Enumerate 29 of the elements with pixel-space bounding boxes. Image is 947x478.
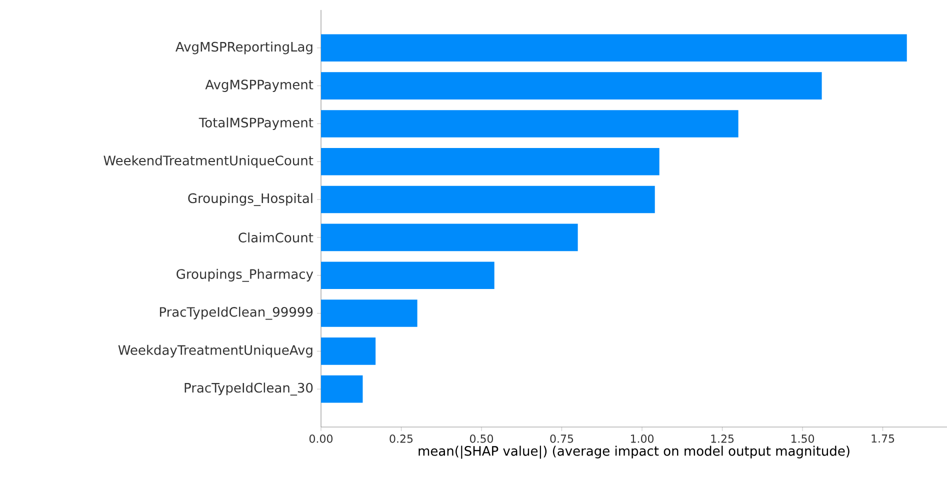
y-tick-label: Groupings_Hospital [188, 193, 312, 206]
x-tick-label: 0.25 [390, 434, 413, 443]
bar [321, 338, 376, 365]
bar [321, 34, 907, 62]
y-tick-label: WeekendTreatmentUniqueCount [104, 155, 314, 168]
x-tick-label: 1.25 [711, 434, 734, 443]
y-tick-label: PracTypeIdClean_30 [184, 382, 313, 396]
bar [321, 110, 738, 138]
bar [321, 186, 655, 214]
x-axis-title: mean(|SHAP value|) (average impact on model output magnitude) [418, 446, 850, 459]
bar [321, 224, 578, 252]
x-tick-label: 0.75 [550, 434, 574, 443]
y-tick-label: PracTypeIdClean_99999 [160, 306, 313, 320]
x-tick-label: 0.50 [470, 434, 494, 443]
bar [321, 300, 418, 327]
bar [321, 148, 660, 176]
x-tick-label: 1.50 [791, 434, 814, 443]
bar [321, 262, 494, 290]
y-tick-label: ClaimCount [238, 232, 314, 242]
bar [321, 72, 822, 100]
bar [321, 375, 363, 403]
y-tick-label: AvgMSPReportingLag [176, 42, 312, 54]
y-tick-label: Groupings_Pharmacy [176, 268, 314, 282]
y-tick-label: AvgMSPPayment [205, 80, 314, 92]
y-tick-label: TotalMSPPayment [198, 117, 314, 130]
x-tick-label: 0.00 [309, 434, 333, 443]
x-tick-label: 1.75 [872, 434, 894, 443]
y-tick-label: WeekdayTreatmentUniqueAvg [118, 344, 312, 358]
x-tick-label: 1.00 [630, 434, 654, 443]
